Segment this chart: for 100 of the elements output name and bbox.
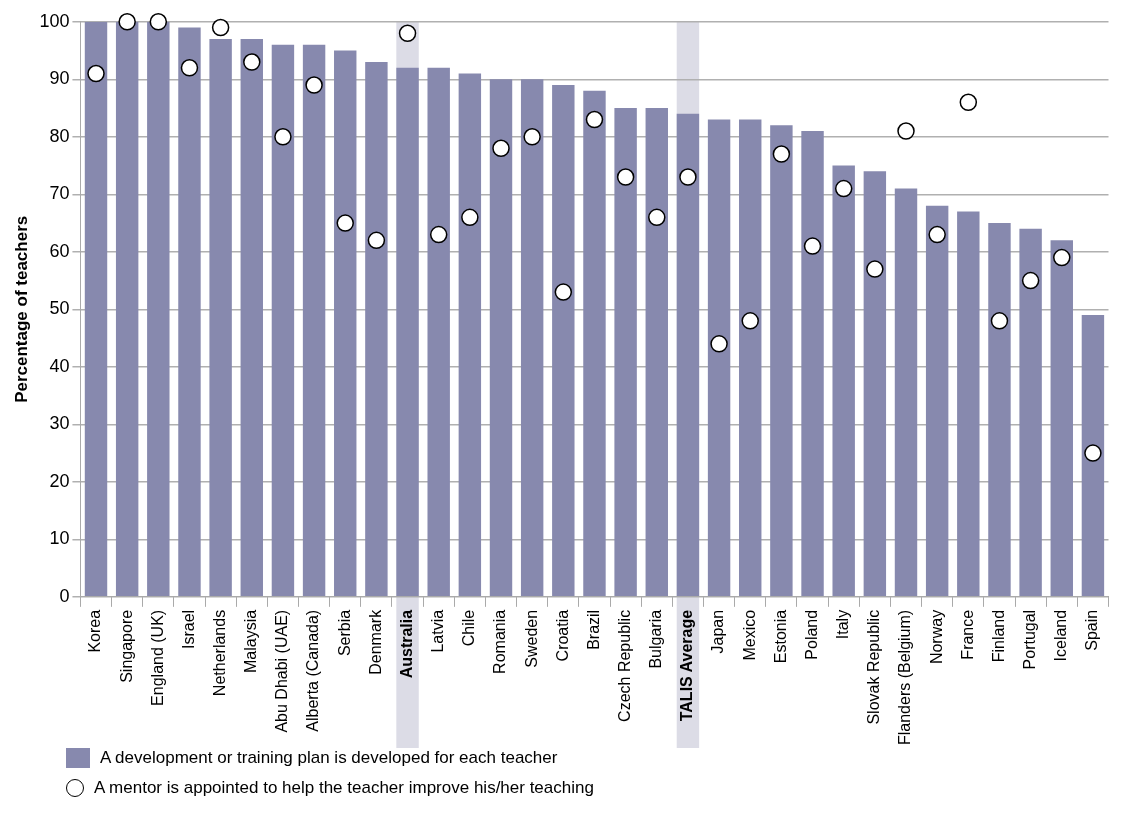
bar — [489, 79, 513, 597]
x-tick-label: Croatia — [553, 609, 571, 662]
bar — [739, 119, 762, 597]
point — [585, 110, 604, 129]
x-tick-label: Latvia — [429, 609, 447, 653]
point — [305, 76, 323, 94]
y-axis-title: Percentage of teachers — [11, 215, 31, 403]
bar — [115, 21, 139, 597]
x-tick-label: Singapore — [117, 609, 135, 683]
bar — [925, 205, 949, 597]
point — [772, 145, 791, 163]
bar — [770, 125, 793, 597]
x-tick-label: Norway — [927, 609, 945, 665]
y-tick-label: 60 — [49, 240, 70, 261]
x-tick-label: Poland — [802, 609, 820, 660]
point — [866, 260, 884, 278]
x-tick-label: Netherlands — [211, 609, 229, 697]
x-tick-label: Italy — [834, 609, 852, 640]
point — [1084, 444, 1102, 462]
point — [336, 214, 354, 232]
point — [554, 283, 573, 301]
x-tick-label: Israel — [179, 609, 197, 649]
point — [679, 168, 697, 186]
bar — [1019, 228, 1042, 597]
bar — [863, 171, 887, 597]
bar — [520, 79, 544, 597]
point — [118, 13, 136, 31]
point — [1053, 248, 1071, 267]
x-tick-label: Romania — [491, 609, 509, 674]
point — [367, 231, 386, 250]
bar — [147, 21, 170, 597]
y-tick-label: 80 — [49, 125, 70, 146]
x-tick-label: Brazil — [584, 609, 602, 650]
bar — [801, 131, 824, 597]
point — [243, 53, 261, 71]
bar — [302, 44, 326, 597]
bar — [552, 85, 575, 597]
bar — [707, 119, 731, 597]
bar — [645, 108, 668, 597]
bar — [957, 211, 980, 597]
x-tick-label: Estonia — [771, 609, 789, 664]
bar — [178, 27, 201, 597]
point — [990, 312, 1009, 330]
y-tick-label: 50 — [49, 298, 70, 319]
bar — [365, 62, 388, 597]
bar — [458, 73, 482, 597]
bar — [832, 165, 855, 597]
point — [180, 59, 199, 77]
bar — [334, 50, 357, 597]
y-tick-label: 30 — [49, 413, 70, 434]
x-tick-label: Mexico — [740, 609, 758, 661]
point — [834, 179, 853, 198]
bar — [240, 39, 263, 597]
x-tick-label: Korea — [86, 609, 104, 653]
x-tick-label: Sweden — [522, 609, 540, 668]
x-tick-label: Chile — [460, 609, 478, 647]
x-tick-label: France — [958, 609, 976, 660]
x-tick-label: Czech Republic — [616, 609, 634, 722]
point — [398, 24, 417, 43]
point — [741, 312, 759, 330]
x-tick-label: Flanders (Belgium) — [896, 609, 914, 745]
y-tick-label: 90 — [49, 68, 70, 89]
bar — [1081, 315, 1105, 597]
x-tick-label: Japan — [709, 609, 727, 654]
x-tick-label: Australia — [397, 609, 415, 679]
bar — [583, 90, 606, 597]
point — [648, 208, 666, 227]
y-tick-label: 10 — [49, 528, 70, 549]
x-tick-label: Slovak Republic — [865, 609, 883, 725]
point — [274, 128, 292, 146]
legend-label: A development or training plan is developed for each teacher — [100, 748, 558, 768]
y-tick-label: 100 — [39, 10, 70, 31]
point — [149, 13, 168, 31]
point — [429, 225, 448, 244]
x-tick-label: Abu Dhabi (UAE) — [273, 609, 291, 733]
y-tick-label: 0 — [59, 585, 70, 606]
x-tick-label: Alberta (Canada) — [304, 609, 322, 732]
x-tick-label: Serbia — [335, 609, 353, 657]
point — [1021, 271, 1040, 290]
point — [803, 237, 822, 255]
bar — [614, 108, 637, 597]
y-tick-label: 40 — [49, 355, 70, 376]
point — [928, 225, 946, 244]
point — [523, 128, 541, 146]
bar — [84, 21, 108, 597]
legend-label: A mentor is appointed to help the teacher improve his/her teaching — [94, 778, 594, 798]
y-tick-label: 70 — [49, 183, 70, 204]
bar — [1050, 240, 1073, 597]
x-tick-label: Spain — [1083, 609, 1101, 651]
bar — [427, 67, 450, 597]
y-tick-label: 20 — [49, 470, 70, 491]
bar — [209, 39, 232, 597]
point — [87, 64, 105, 83]
x-tick-label: Finland — [989, 609, 1007, 663]
x-tick-label: TALIS Average — [678, 609, 696, 722]
x-tick-label: Denmark — [366, 608, 384, 675]
bar — [894, 188, 918, 597]
x-tick-label: England (UK) — [148, 609, 166, 706]
x-tick-label: Bulgaria — [647, 609, 665, 669]
point — [461, 208, 479, 227]
